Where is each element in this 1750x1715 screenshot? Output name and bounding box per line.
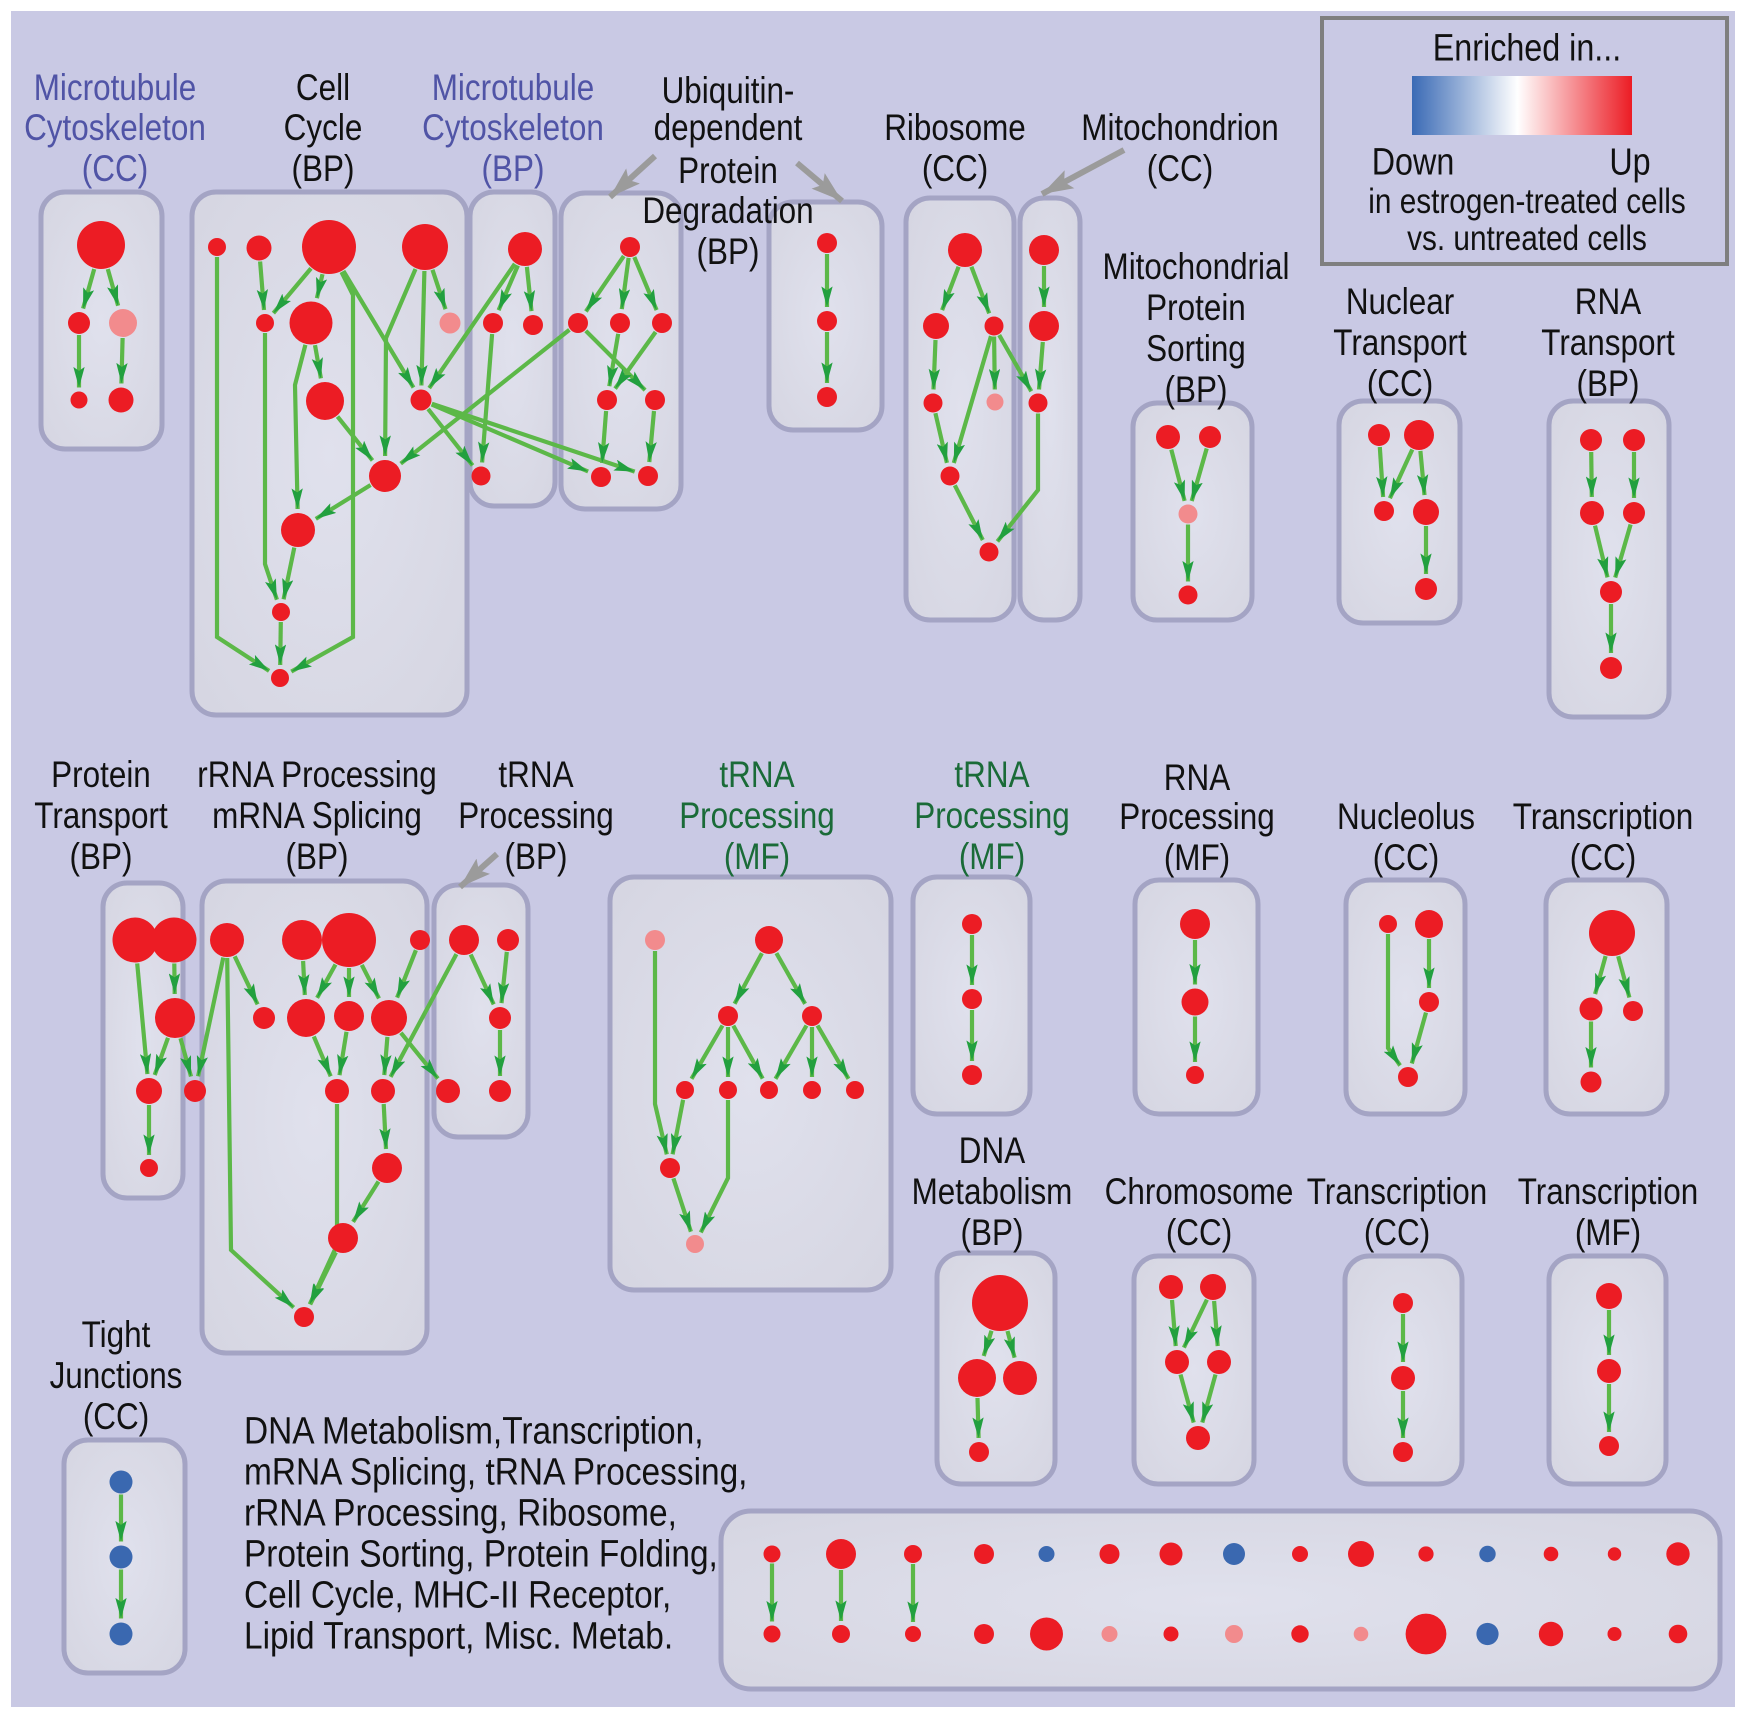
svg-text:Sorting: Sorting	[1146, 329, 1246, 370]
svg-text:Down: Down	[1372, 141, 1455, 183]
svg-text:Protein Sorting, Protein Foldi: Protein Sorting, Protein Folding,	[244, 1532, 718, 1574]
svg-text:Transport: Transport	[1333, 323, 1467, 364]
svg-text:(CC): (CC)	[1367, 364, 1433, 405]
svg-text:Enriched in...: Enriched in...	[1433, 27, 1621, 69]
svg-text:DNA Metabolism,Transcription,: DNA Metabolism,Transcription,	[244, 1409, 703, 1451]
svg-text:Cell Cycle, MHC-II Receptor,: Cell Cycle, MHC-II Receptor,	[244, 1573, 671, 1615]
svg-text:(BP): (BP)	[292, 149, 355, 190]
svg-text:RNA: RNA	[1575, 282, 1641, 323]
svg-text:Processing: Processing	[1119, 797, 1275, 838]
svg-text:(MF): (MF)	[724, 837, 790, 878]
svg-text:(BP): (BP)	[1577, 364, 1640, 405]
svg-text:Transport: Transport	[1541, 323, 1675, 364]
svg-text:Up: Up	[1609, 141, 1650, 183]
svg-text:(MF): (MF)	[1164, 838, 1230, 879]
svg-text:Nuclear: Nuclear	[1346, 282, 1454, 323]
svg-text:dependent: dependent	[654, 108, 803, 149]
svg-text:(CC): (CC)	[82, 149, 148, 190]
svg-text:Metabolism: Metabolism	[912, 1172, 1073, 1213]
svg-text:tRNA: tRNA	[498, 755, 573, 796]
svg-text:(BP): (BP)	[961, 1213, 1024, 1254]
svg-text:Lipid Transport, Misc. Metab.: Lipid Transport, Misc. Metab.	[244, 1614, 673, 1656]
svg-text:in estrogen-treated cells: in estrogen-treated cells	[1368, 182, 1685, 221]
svg-text:Protein: Protein	[678, 151, 778, 192]
svg-text:(BP): (BP)	[1165, 370, 1228, 411]
svg-text:Transcription: Transcription	[1518, 1172, 1699, 1213]
svg-text:(CC): (CC)	[1364, 1213, 1430, 1254]
svg-text:Nucleolus: Nucleolus	[1337, 797, 1475, 838]
svg-text:Mitochondrial: Mitochondrial	[1102, 247, 1289, 288]
svg-text:Degradation: Degradation	[642, 191, 813, 232]
svg-text:Cycle: Cycle	[284, 108, 363, 149]
svg-text:(BP): (BP)	[505, 837, 568, 878]
svg-text:tRNA: tRNA	[954, 755, 1029, 796]
svg-text:Microtubule: Microtubule	[34, 68, 197, 109]
svg-text:Protein: Protein	[1146, 288, 1246, 329]
svg-text:(CC): (CC)	[922, 149, 988, 190]
svg-text:Transport: Transport	[34, 796, 168, 837]
svg-text:Tight: Tight	[82, 1315, 151, 1356]
svg-text:Microtubule: Microtubule	[432, 68, 595, 109]
svg-text:Processing: Processing	[679, 796, 835, 837]
svg-text:vs. untreated cells: vs. untreated cells	[1407, 219, 1647, 258]
svg-text:Cytoskeleton: Cytoskeleton	[24, 108, 206, 149]
svg-text:(BP): (BP)	[286, 837, 349, 878]
svg-text:Cell: Cell	[296, 68, 350, 109]
svg-text:rRNA Processing: rRNA Processing	[197, 755, 436, 796]
svg-text:Transcription: Transcription	[1513, 797, 1694, 838]
svg-text:tRNA: tRNA	[719, 755, 794, 796]
svg-text:RNA: RNA	[1164, 758, 1230, 799]
svg-text:(CC): (CC)	[1166, 1213, 1232, 1254]
svg-text:(BP): (BP)	[697, 232, 760, 273]
svg-text:DNA: DNA	[959, 1131, 1025, 1172]
svg-text:Cytoskeleton: Cytoskeleton	[422, 108, 604, 149]
svg-text:(BP): (BP)	[482, 149, 545, 190]
svg-text:Chromosome: Chromosome	[1105, 1172, 1294, 1213]
svg-text:Mitochondrion: Mitochondrion	[1081, 108, 1278, 149]
svg-text:(MF): (MF)	[1575, 1213, 1641, 1254]
svg-text:(BP): (BP)	[70, 837, 133, 878]
svg-text:(CC): (CC)	[1570, 838, 1636, 879]
svg-text:mRNA Splicing: mRNA Splicing	[212, 796, 422, 837]
svg-text:Processing: Processing	[914, 796, 1070, 837]
svg-text:Transcription: Transcription	[1307, 1172, 1488, 1213]
svg-text:rRNA Processing, Ribosome,: rRNA Processing, Ribosome,	[244, 1491, 677, 1533]
svg-text:Processing: Processing	[458, 796, 614, 837]
svg-text:Ribosome: Ribosome	[884, 108, 1026, 149]
svg-text:(CC): (CC)	[83, 1397, 149, 1438]
svg-text:Junctions: Junctions	[50, 1356, 183, 1397]
svg-text:mRNA Splicing, tRNA Processing: mRNA Splicing, tRNA Processing,	[244, 1450, 747, 1492]
svg-text:(CC): (CC)	[1373, 838, 1439, 879]
svg-text:(MF): (MF)	[959, 837, 1025, 878]
svg-text:Ubiquitin-: Ubiquitin-	[662, 71, 795, 112]
svg-text:(CC): (CC)	[1147, 149, 1213, 190]
svg-text:Protein: Protein	[51, 755, 151, 796]
